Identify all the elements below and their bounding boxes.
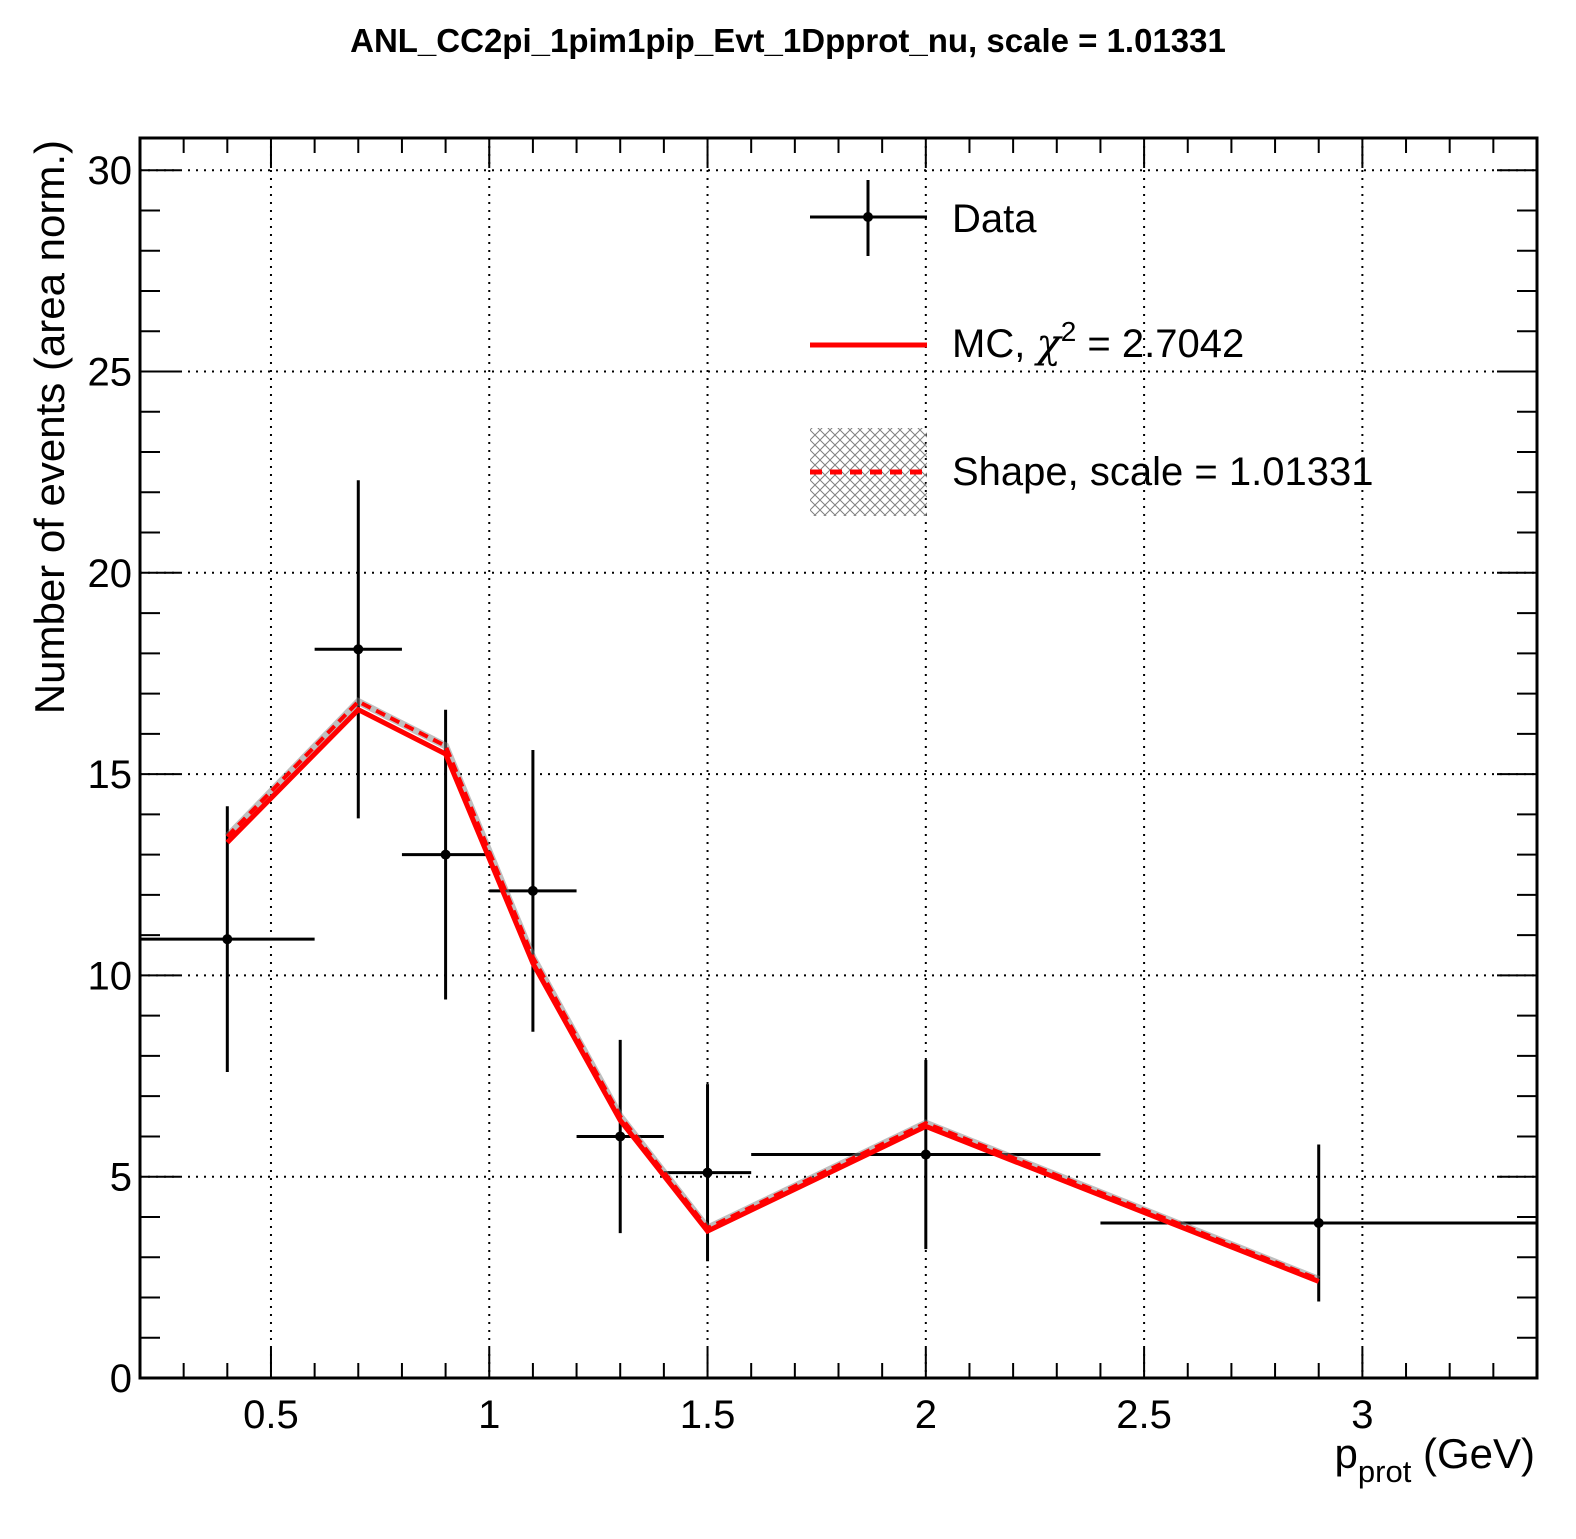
x-tick-label-4: 2.5 [1116,1393,1172,1437]
y-axis-label: Number of events (area norm.) [26,140,73,714]
shape-band [224,697,1320,1283]
x-axis-label-main: p [1335,1430,1358,1477]
data-marker [702,1167,713,1178]
legend-entry-mc: MC, χ2 = 2.7042 [810,316,1244,367]
y-tick-label-4: 20 [88,552,133,596]
legend-label-shape: Shape, scale = 1.01331 [952,450,1373,494]
legend-entry-shape: Shape, scale = 1.01331 [810,428,1373,516]
legend-label-mc: MC, χ2 = 2.7042 [952,316,1244,367]
y-tick-label-5: 25 [88,351,133,395]
legend-mc-prefix: MC, [952,322,1036,366]
chart-title: ANL_CC2pi_1pim1pip_Evt_1Dpprot_nu, scale… [350,22,1226,59]
x-tick-label-2: 1.5 [680,1393,736,1437]
shape-series [224,697,1320,1283]
grid [140,138,1537,1378]
legend-mc-sup: 2 [1061,316,1077,347]
y-tick-label-1: 5 [110,1156,132,1200]
shape-line [225,699,1320,1282]
legend-data-marker [863,212,873,222]
legend-mc-suffix: = 2.7042 [1076,322,1244,366]
legend-label-data: Data [952,197,1037,241]
data-marker [440,849,451,860]
data-marker [1313,1218,1324,1228]
legend-entry-data: Data [810,180,1037,256]
data-point-0 [140,806,315,1073]
x-tick-label-3: 2 [915,1393,937,1437]
y-tick-label-6: 30 [88,149,133,193]
x-axis-label: pprot (GeV) [1335,1430,1535,1489]
y-tick-label-0: 0 [110,1357,132,1401]
data-series [140,480,1537,1302]
x-axis-label-unit: (GeV) [1411,1430,1535,1477]
data-point-6 [751,1059,1101,1250]
data-marker [527,885,538,896]
y-tick-label-2: 10 [88,954,133,998]
legend-shape-band [810,428,927,516]
axis-ticks [139,138,1538,1379]
data-marker [353,644,364,655]
mc-line [225,706,1320,1284]
data-point-5 [663,1084,752,1262]
x-tick-label-1: 1 [478,1393,500,1437]
legend: Data MC, χ2 = 2.7042 Shape, scale = 1.01… [810,180,1373,516]
plot-frame [138,136,1539,1380]
data-marker [222,934,233,945]
y-tick-label-3: 15 [88,753,133,797]
data-marker [920,1149,931,1160]
data-marker [615,1131,626,1142]
data-point-4 [576,1039,664,1234]
x-tick-label-5: 3 [1351,1393,1373,1437]
mc-series [225,706,1320,1284]
data-point-1 [314,480,402,819]
x-tick-label-0: 0.5 [243,1393,299,1437]
legend-mc-chi: χ [1033,321,1063,367]
x-axis-label-sub: prot [1358,1454,1412,1489]
